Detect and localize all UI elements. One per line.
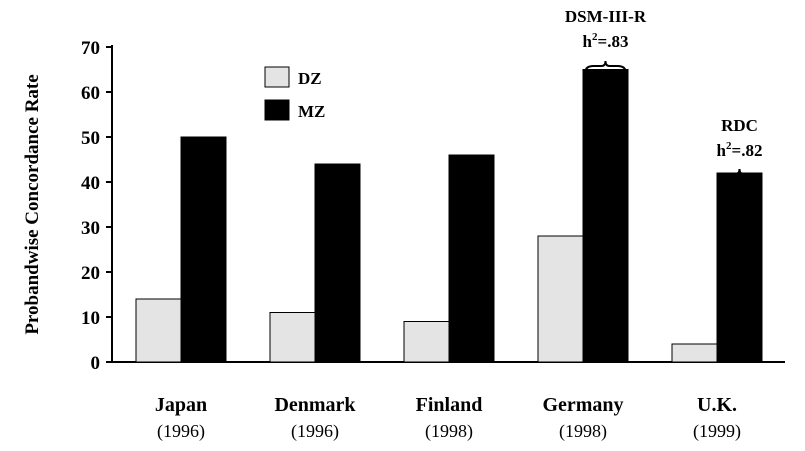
annotation-superscript: 2 [726, 140, 732, 152]
x-tick-label: Germany [542, 394, 623, 416]
x-axis-labels: Japan (1996) Denmark (1996) Finland (1998) Ger… [155, 394, 741, 442]
annotation-value: =.82 [732, 141, 763, 160]
x-tick-year-label: (1996) [157, 421, 205, 442]
bar-dz [269, 312, 316, 363]
annotation-heritability-label: h2=.82 [717, 140, 763, 160]
y-tick-label: 50 [81, 128, 100, 149]
x-tick-label: Denmark [274, 394, 356, 416]
y-tick-label: 40 [81, 173, 100, 194]
y-axis-title: Probandwise Concordance Rate [22, 74, 43, 334]
bar-mz [448, 154, 495, 363]
annotation-superscript: 2 [592, 31, 598, 43]
annotation-method-label: DSM-III-R [565, 7, 647, 26]
y-tick-label: 0 [91, 353, 101, 374]
bar-mz [314, 163, 361, 363]
bar-mz [582, 69, 629, 363]
chart-bars [135, 69, 763, 363]
y-tick-label: 60 [81, 83, 100, 104]
annotation-h: h [717, 141, 727, 160]
legend-swatch-mz [264, 99, 290, 121]
bar-dz [403, 321, 450, 363]
annotation-brace [718, 168, 761, 181]
bar-mz [716, 172, 763, 363]
annotation-heritability-label: h2=.83 [583, 31, 629, 51]
annotation-brace [584, 60, 627, 73]
x-tick-label: U.K. [697, 394, 737, 416]
legend-label-mz: MZ [298, 102, 325, 121]
x-tick-label: Japan [155, 394, 207, 416]
legend-label-dz: DZ [298, 69, 322, 88]
y-tick-label: 20 [81, 263, 100, 284]
x-tick-year-label: (1998) [559, 421, 607, 442]
legend-swatch-dz [264, 66, 290, 88]
x-tick-label: Finland [416, 394, 483, 416]
bar-dz [671, 343, 718, 363]
y-tick-label: 10 [81, 308, 100, 329]
bar-dz [135, 298, 182, 363]
bar-mz [180, 136, 227, 363]
chart-legend: DZ MZ [264, 66, 325, 121]
x-tick-year-label: (1998) [425, 421, 473, 442]
annotation-value: =.83 [598, 32, 629, 51]
annotation-method-label: RDC [721, 116, 758, 135]
x-tick-year-label: (1999) [693, 421, 741, 442]
x-tick-year-label: (1996) [291, 421, 339, 442]
annotation-h: h [583, 32, 593, 51]
bar-dz [537, 235, 584, 363]
y-tick-label: 30 [81, 218, 100, 239]
y-tick-label: 70 [81, 38, 100, 59]
